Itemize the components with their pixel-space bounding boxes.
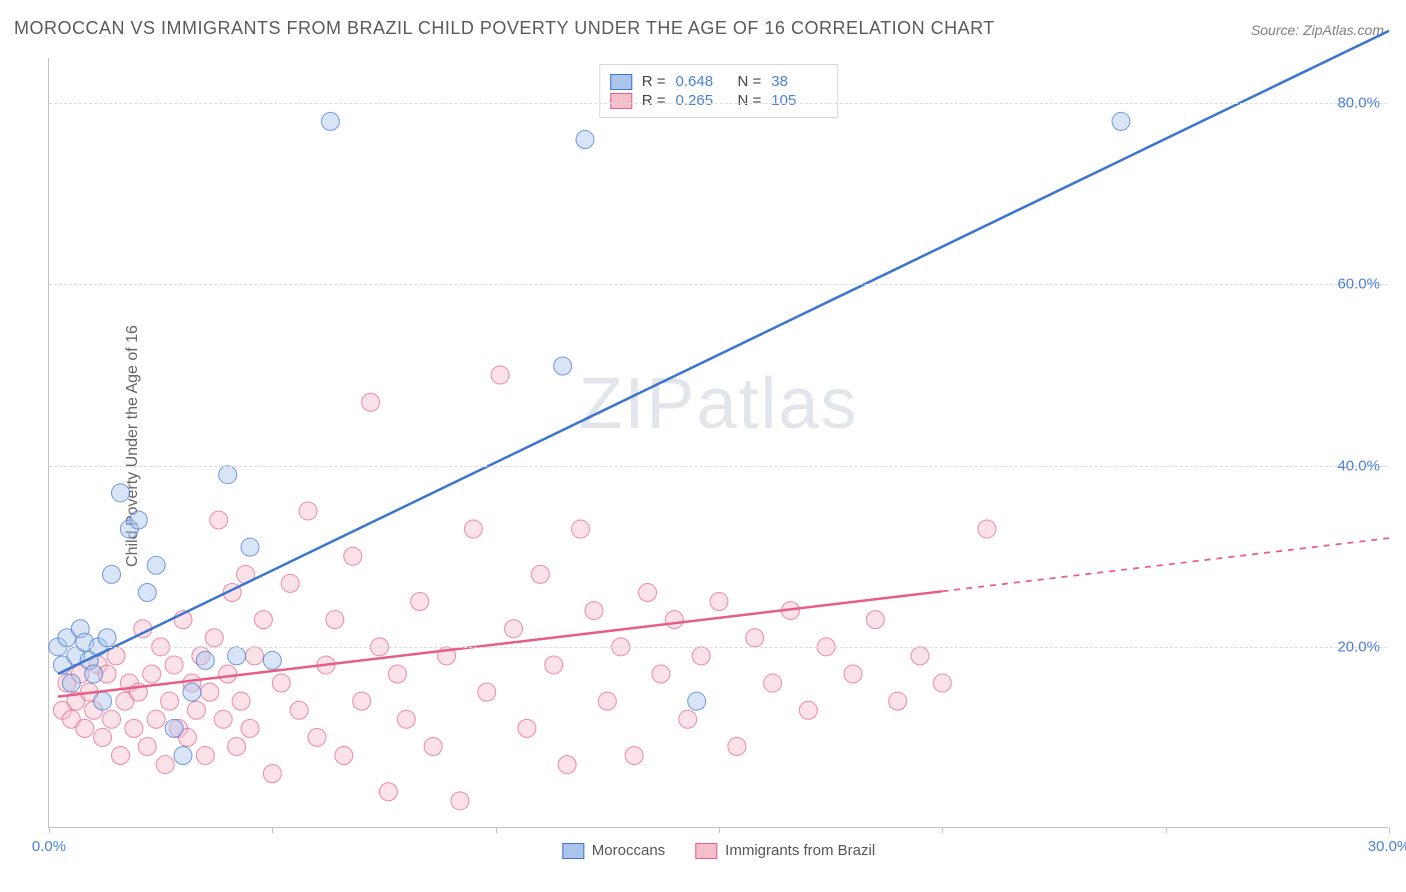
- x-tick-label: 0.0%: [32, 838, 66, 855]
- y-tick-label: 80.0%: [1337, 95, 1380, 112]
- legend-bottom: Moroccans Immigrants from Brazil: [562, 842, 875, 859]
- swatch-icon: [562, 843, 584, 859]
- y-tick-label: 60.0%: [1337, 276, 1380, 293]
- y-tick-label: 40.0%: [1337, 457, 1380, 474]
- x-tick-label: 30.0%: [1368, 838, 1406, 855]
- y-tick-label: 20.0%: [1337, 638, 1380, 655]
- legend-item-2: Immigrants from Brazil: [695, 842, 875, 859]
- chart-title: MOROCCAN VS IMMIGRANTS FROM BRAZIL CHILD…: [14, 18, 995, 39]
- chart-plot-area: ZIPatlas R =0.648 N =38 R =0.265 N =105 …: [48, 58, 1388, 828]
- swatch-icon: [695, 843, 717, 859]
- source-label: Source: ZipAtlas.com: [1251, 22, 1384, 38]
- scatter-plot-svg: [49, 58, 1388, 827]
- legend-item-1: Moroccans: [562, 842, 665, 859]
